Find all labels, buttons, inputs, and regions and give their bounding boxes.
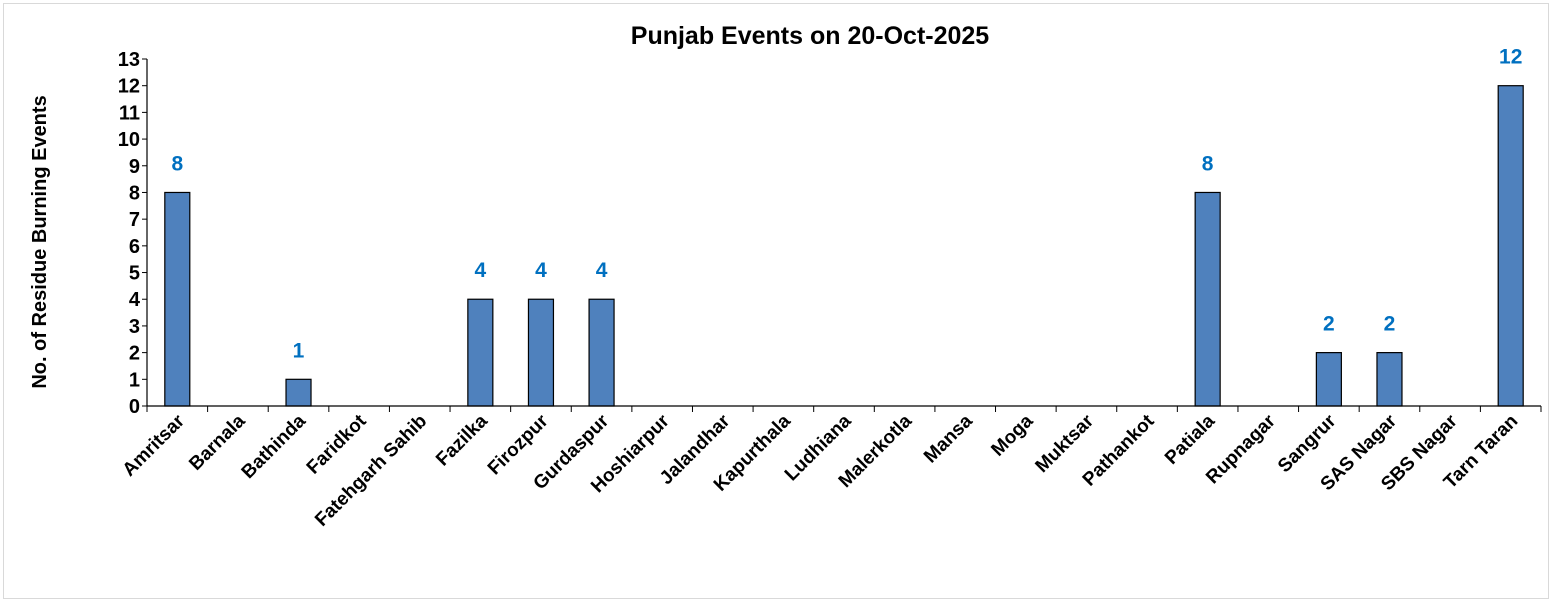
- x-tick-label: Amritsar: [119, 410, 190, 481]
- bar: [1194, 191, 1221, 407]
- bar: [164, 191, 191, 407]
- data-label: 8: [1202, 152, 1214, 175]
- bar-chart: Punjab Events on 20-Oct-2025 No. of Resi…: [29, 22, 1542, 531]
- bar: [1497, 85, 1524, 407]
- y-axis-label: No. of Residue Burning Events: [29, 95, 51, 388]
- bar: [1315, 352, 1342, 407]
- bar: [1376, 352, 1403, 407]
- y-tick-label: 7: [129, 209, 140, 231]
- y-tick-label: 6: [129, 236, 140, 258]
- x-tick-label: Moga: [987, 410, 1037, 460]
- y-tick-label: 10: [118, 129, 140, 151]
- y-tick-label: 13: [118, 49, 140, 71]
- y-tick-label: 12: [118, 76, 140, 98]
- bar: [588, 298, 615, 407]
- bar: [285, 378, 312, 407]
- y-tick-label: 11: [119, 102, 140, 124]
- chart-title: Punjab Events on 20-Oct-2025: [631, 22, 990, 50]
- data-label: 4: [475, 259, 487, 282]
- data-label: 8: [171, 152, 183, 175]
- bar: [527, 298, 555, 407]
- bar: [467, 298, 494, 407]
- data-labels: 8 1 4 4 4 8 2 2 12: [171, 46, 1522, 363]
- chart-frame: Punjab Events on 20-Oct-2025 No. of Resi…: [3, 3, 1549, 599]
- y-tick-label: 4: [129, 289, 141, 311]
- data-label: 1: [293, 339, 305, 362]
- x-tick-label: Fatehgarh Sahib: [311, 411, 431, 531]
- x-tick-label: Patiala: [1161, 410, 1219, 468]
- y-tick-label: 3: [129, 316, 140, 338]
- y-tick-label: 1: [129, 369, 140, 391]
- data-label: 4: [535, 259, 547, 282]
- y-tick-label: 8: [129, 182, 140, 204]
- bars: [164, 85, 1524, 407]
- x-tick-label: Bathinda: [238, 410, 311, 483]
- y-tick-label: 0: [129, 396, 140, 418]
- x-tick-label: Mansa: [920, 410, 977, 467]
- axes: [146, 59, 1541, 407]
- x-tick-label: Fazilka: [432, 410, 492, 470]
- x-axis-ticks: AmritsarBarnalaBathindaFaridkotFatehgarh…: [119, 406, 1542, 531]
- data-label: 12: [1499, 46, 1522, 69]
- data-label: 2: [1323, 313, 1335, 336]
- y-tick-label: 2: [129, 343, 140, 365]
- y-tick-label: 5: [129, 263, 140, 285]
- data-label: 2: [1384, 313, 1396, 336]
- data-label: 4: [596, 259, 608, 282]
- y-tick-label: 9: [129, 156, 140, 178]
